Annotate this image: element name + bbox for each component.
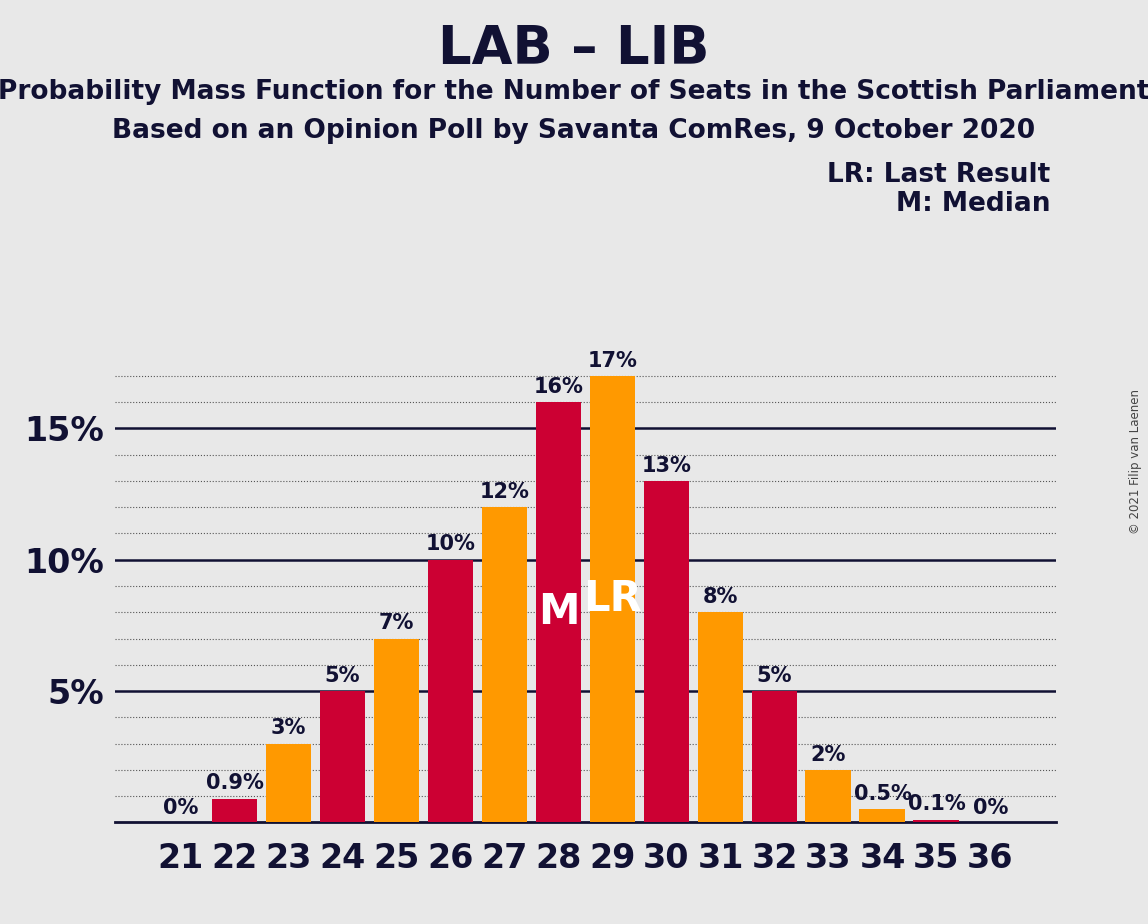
Text: 5%: 5% [757, 666, 792, 686]
Bar [427, 560, 473, 822]
Text: 7%: 7% [379, 614, 414, 633]
Text: 10%: 10% [426, 534, 475, 554]
Text: LAB – LIB: LAB – LIB [439, 23, 709, 75]
Bar [698, 613, 744, 822]
Bar [752, 691, 798, 822]
Bar [265, 744, 311, 822]
Text: LR: Last Result: LR: Last Result [828, 162, 1050, 188]
Text: Based on an Opinion Poll by Savanta ComRes, 9 October 2020: Based on an Opinion Poll by Savanta ComR… [113, 118, 1035, 144]
Bar [481, 507, 527, 822]
Bar [860, 809, 906, 822]
Text: LR: LR [583, 578, 642, 620]
Text: 8%: 8% [703, 587, 738, 607]
Text: 0%: 0% [163, 798, 199, 819]
Bar [535, 402, 581, 822]
Text: 0%: 0% [972, 798, 1008, 819]
Text: 2%: 2% [810, 745, 846, 764]
Bar [644, 481, 690, 822]
Bar [806, 770, 852, 822]
Bar [211, 798, 257, 822]
Text: M: M [537, 591, 580, 633]
Text: 3%: 3% [271, 718, 307, 738]
Bar [373, 638, 419, 822]
Text: 13%: 13% [642, 456, 691, 476]
Text: 5%: 5% [325, 666, 360, 686]
Text: 0.1%: 0.1% [908, 795, 965, 814]
Text: 0.9%: 0.9% [205, 773, 263, 794]
Text: 17%: 17% [588, 351, 637, 371]
Text: 12%: 12% [480, 482, 529, 502]
Bar [590, 376, 636, 822]
Text: © 2021 Filip van Laenen: © 2021 Filip van Laenen [1130, 390, 1142, 534]
Bar [914, 820, 960, 822]
Bar [319, 691, 365, 822]
Text: 0.5%: 0.5% [853, 784, 912, 804]
Text: M: Median: M: Median [895, 191, 1050, 217]
Text: Probability Mass Function for the Number of Seats in the Scottish Parliament: Probability Mass Function for the Number… [0, 79, 1148, 104]
Text: 16%: 16% [534, 377, 583, 397]
